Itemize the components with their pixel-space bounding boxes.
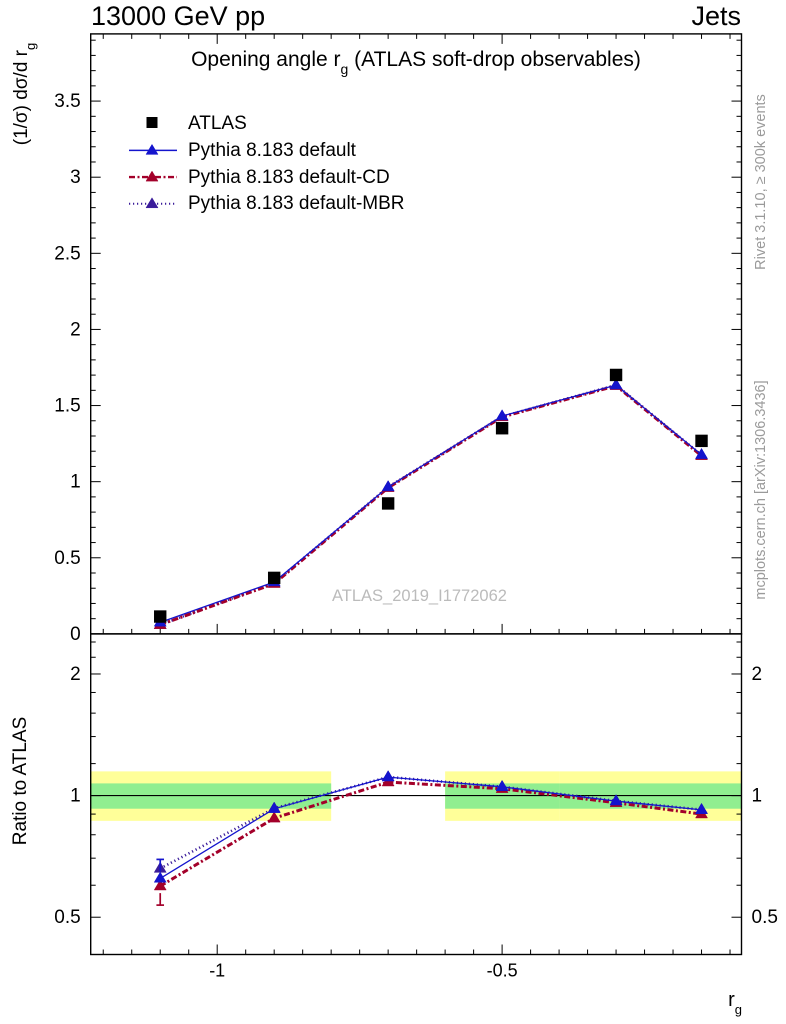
svg-text:ATLAS_2019_I1772062: ATLAS_2019_I1772062	[332, 587, 507, 605]
svg-text:Pythia 8.183 default: Pythia 8.183 default	[188, 140, 357, 161]
svg-text:3: 3	[70, 167, 81, 188]
svg-text:2.5: 2.5	[54, 243, 80, 264]
svg-text:mcplots.cern.ch [arXiv:1306.34: mcplots.cern.ch [arXiv:1306.3436]	[753, 380, 769, 599]
svg-text:2: 2	[70, 664, 81, 685]
svg-text:-0.5: -0.5	[487, 961, 518, 981]
svg-text:Ratio to ATLAS: Ratio to ATLAS	[10, 717, 31, 846]
svg-text:1: 1	[70, 472, 81, 493]
svg-text:Pythia 8.183 default-MBR: Pythia 8.183 default-MBR	[188, 193, 405, 214]
svg-text:1.5: 1.5	[54, 396, 80, 417]
svg-text:-1: -1	[209, 961, 225, 981]
svg-text:0.5: 0.5	[54, 548, 80, 569]
svg-text:Jets: Jets	[691, 1, 741, 31]
svg-text:ATLAS: ATLAS	[188, 113, 247, 134]
svg-text:1: 1	[70, 786, 81, 807]
svg-text:Rivet 3.1.10, ≥ 300k events: Rivet 3.1.10, ≥ 300k events	[753, 94, 769, 270]
svg-text:2: 2	[70, 319, 81, 340]
svg-text:0.5: 0.5	[54, 907, 80, 928]
svg-text:3.5: 3.5	[54, 91, 80, 112]
svg-text:1: 1	[752, 786, 763, 807]
svg-text:0.5: 0.5	[752, 907, 778, 928]
svg-text:Pythia 8.183 default-CD: Pythia 8.183 default-CD	[188, 167, 390, 188]
svg-text:13000 GeV pp: 13000 GeV pp	[91, 1, 265, 31]
svg-text:0: 0	[70, 624, 81, 645]
svg-text:2: 2	[752, 664, 763, 685]
